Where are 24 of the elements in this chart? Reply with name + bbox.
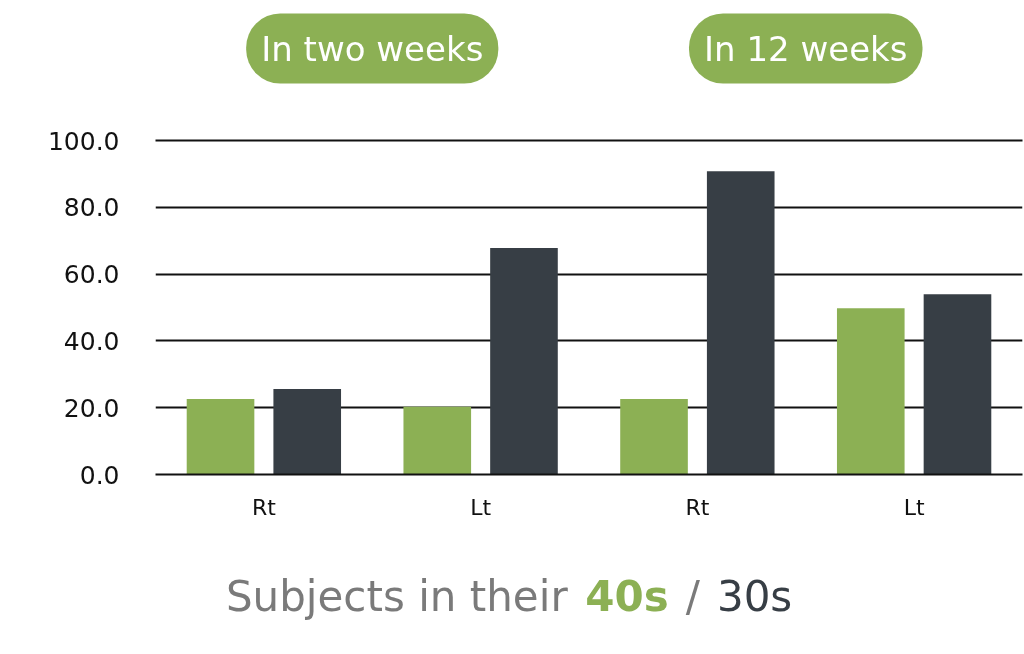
text: /	[685, 572, 701, 621]
y-tick-label: 100.0	[47, 126, 120, 156]
text: 40s	[585, 572, 669, 621]
y-tick-label: 0.0	[79, 460, 120, 490]
text: In two weeks	[261, 28, 484, 69]
bar	[620, 399, 688, 475]
legend-title: Subjects in their	[225, 572, 569, 621]
bar	[490, 248, 558, 475]
bar	[403, 406, 472, 475]
text: 30s	[716, 572, 793, 621]
y-tick-label: 80.0	[63, 193, 120, 223]
x-tick-label: Lt	[903, 494, 925, 520]
text: In 12 weeks	[704, 28, 908, 69]
y-tick-label: 40.0	[63, 326, 120, 356]
x-tick-label: Lt	[470, 494, 492, 520]
x-tick-label: Rt	[685, 494, 710, 520]
y-tick-label: 20.0	[63, 393, 120, 423]
x-tick-label: Rt	[251, 494, 277, 520]
bar	[836, 308, 905, 475]
bar	[186, 399, 255, 475]
bar	[923, 294, 992, 475]
bar	[273, 389, 342, 475]
y-tick-label: 60.0	[63, 260, 120, 290]
bar	[706, 171, 775, 475]
